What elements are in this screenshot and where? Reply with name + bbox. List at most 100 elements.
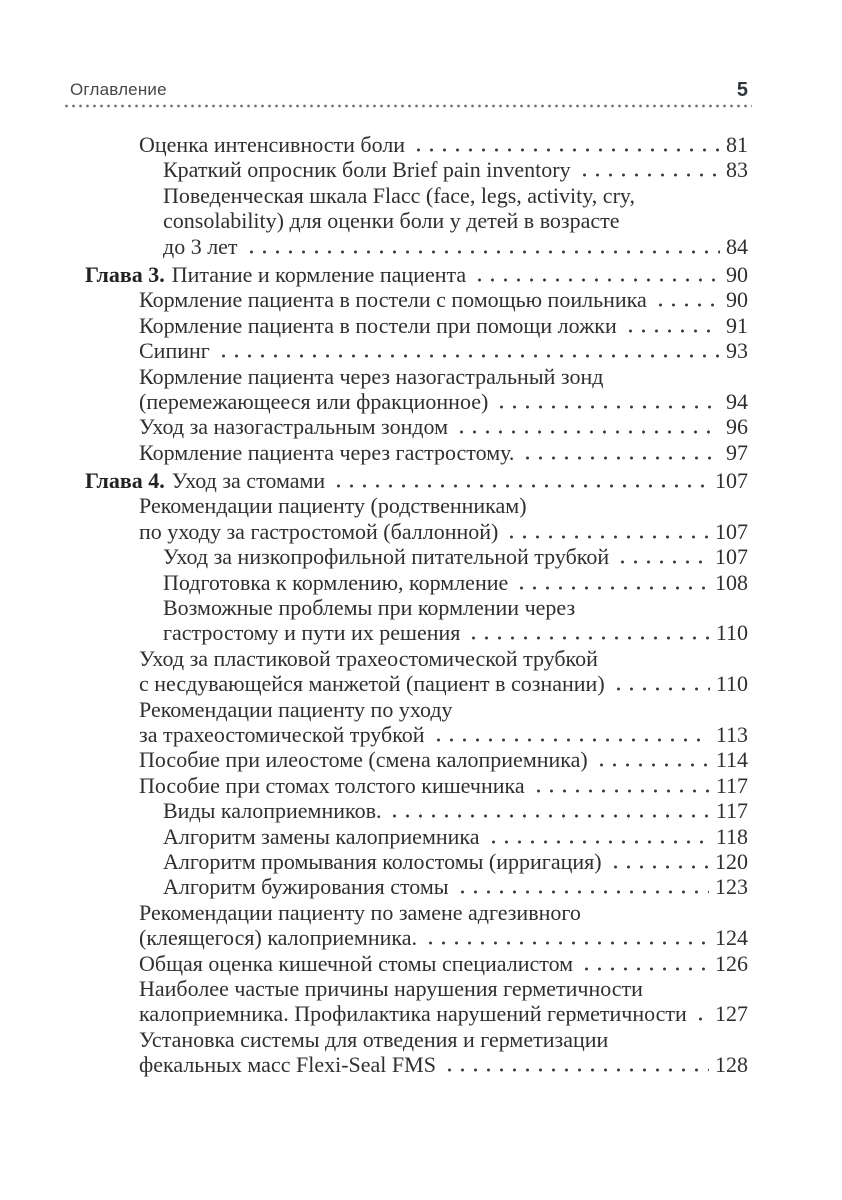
toc-entry-text: Уход за низкопрофильной питательной труб… bbox=[163, 544, 610, 570]
toc-entry-line: Кормление пациента через гастростому. 97 bbox=[85, 440, 748, 465]
toc-page-ref: 90 bbox=[726, 261, 748, 287]
toc-entry-text: фекальных масс Flexi-Seal FMS bbox=[139, 1052, 436, 1078]
toc-entry-text: Питание и кормление пациента bbox=[171, 261, 467, 287]
dot-leader bbox=[515, 584, 709, 590]
toc-entry-line: Рекомендации пациенту по уходу bbox=[85, 697, 748, 722]
dot-leader bbox=[412, 147, 720, 152]
page-header-number: 5 bbox=[736, 79, 748, 101]
toc-entry-text: Краткий опросник боли Brief pain invento… bbox=[163, 157, 571, 183]
toc-entry-line: с несдувающейся манжетой (пациент в созн… bbox=[85, 671, 748, 696]
toc-page-ref: 94 bbox=[726, 388, 748, 414]
toc-page-ref: 127 bbox=[715, 1001, 748, 1027]
toc-entry-line: Наиболее частые причины нарушения гермет… bbox=[85, 976, 748, 1001]
toc-entry-text: Подготовка к кормлению, кормление bbox=[163, 569, 509, 595]
page-header-title: Оглавление bbox=[70, 80, 167, 99]
toc-entry-text: (перемежающееся или фракционное) bbox=[139, 388, 489, 414]
toc-page-ref: 124 bbox=[715, 925, 748, 951]
toc-entry-line: Пособие при стомах толстого кишечника 117 bbox=[85, 773, 748, 798]
dot-leader bbox=[616, 559, 709, 565]
dot-leader bbox=[623, 327, 720, 333]
toc-entry-line: Установка системы для отведения и гермет… bbox=[85, 1027, 748, 1052]
toc-entry-text: калоприемника. Профилактика нарушений ге… bbox=[139, 1001, 687, 1027]
dot-leader bbox=[388, 813, 710, 819]
toc-entry-text: Оценка интенсивности боли bbox=[139, 132, 406, 157]
toc-entry-line: за трахеостомической трубкой 113 bbox=[85, 722, 748, 747]
dot-leader bbox=[486, 838, 710, 844]
toc-page-ref: 91 bbox=[726, 312, 748, 338]
dot-leader bbox=[473, 276, 720, 282]
toc-page-ref: 126 bbox=[715, 950, 748, 976]
toc-entry-text: Кормление пациента через назогастральный… bbox=[139, 363, 604, 389]
toc-entry-line: (клеящегося) калоприемника. 124 bbox=[85, 925, 748, 950]
toc-entry-text: consolability) для оценки боли у детей в… bbox=[163, 208, 620, 234]
toc-entry-line: Глава 3. Питание и кормление пациента 90 bbox=[85, 262, 748, 287]
toc-page-ref: 123 bbox=[715, 874, 748, 900]
toc-page-ref: 81 bbox=[726, 132, 748, 157]
toc-entry-line: consolability) для оценки боли у детей в… bbox=[85, 208, 748, 233]
toc-page-ref: 128 bbox=[715, 1052, 748, 1078]
toc-entry-text: Пособие при стомах толстого кишечника bbox=[139, 772, 525, 798]
page-header: Оглавление 5 bbox=[70, 80, 748, 100]
toc-entry-text: гастростому и пути их решения bbox=[163, 620, 461, 646]
toc-page-ref: 120 bbox=[715, 848, 748, 874]
toc-entry-line: по уходу за гастростомой (баллонной) 107 bbox=[85, 519, 748, 544]
toc-page-ref: 117 bbox=[715, 798, 748, 824]
dot-leader bbox=[608, 863, 709, 869]
toc-entry-text: Виды калоприемников. bbox=[163, 798, 382, 824]
dot-leader bbox=[611, 686, 710, 692]
toc-entry-text: Алгоритм бужирования стомы bbox=[163, 874, 449, 900]
dot-leader bbox=[495, 403, 720, 409]
toc-entry-line: Кормление пациента через назогастральный… bbox=[85, 364, 748, 389]
toc-entry-text: Рекомендации пациенту по уходу bbox=[139, 696, 453, 722]
dot-leader bbox=[653, 302, 720, 308]
dot-leader bbox=[521, 454, 720, 460]
toc-entry-text: Уход за назогастральным зондом bbox=[139, 414, 449, 440]
toc-entry-line: Уход за низкопрофильной питательной труб… bbox=[85, 544, 748, 569]
toc-entry-line: Возможные проблемы при кормлении через bbox=[85, 595, 748, 620]
toc-entry-text: Уход за стомами bbox=[171, 468, 326, 494]
dot-leader bbox=[431, 736, 710, 742]
toc-entry-line: Уход за пластиковой трахеостомической тр… bbox=[85, 646, 748, 671]
toc-page-ref: 97 bbox=[726, 439, 748, 465]
toc-entry-line: Кормление пациента в постели при помощи … bbox=[85, 313, 748, 338]
dot-leader bbox=[594, 762, 710, 768]
toc-page-ref: 110 bbox=[715, 620, 748, 646]
toc-entry-text: Кормление пациента в постели при помощи … bbox=[139, 312, 617, 338]
header-dotted-rule bbox=[63, 104, 752, 108]
toc-entry-line: фекальных масс Flexi-Seal FMS 128 bbox=[85, 1052, 748, 1077]
toc-entry-text: Рекомендации пациенту (родственникам) bbox=[139, 493, 527, 519]
toc-entry-line: Рекомендации пациенту (родственникам) bbox=[85, 493, 748, 518]
toc-page-ref: 107 bbox=[715, 518, 748, 544]
toc-page-ref: 114 bbox=[715, 747, 748, 773]
toc-entry-text: Алгоритм замены калоприемника bbox=[163, 823, 480, 849]
toc-page-ref: 93 bbox=[726, 338, 748, 364]
dot-leader bbox=[693, 1016, 709, 1022]
toc-entry-line: Алгоритм промывания колостомы (ирригация… bbox=[85, 849, 748, 874]
dot-leader bbox=[531, 787, 710, 793]
toc-entry-text: Общая оценка кишечной стомы специалистом bbox=[139, 950, 574, 976]
toc-page-ref: 84 bbox=[726, 233, 748, 259]
toc-entry-line: гастростому и пути их решения 110 bbox=[85, 620, 748, 645]
toc-list: Оценка интенсивности боли 81 Краткий опрос… bbox=[85, 132, 748, 1077]
toc-entry-line: Уход за назогастральным зондом 96 bbox=[85, 414, 748, 439]
dot-leader bbox=[442, 1067, 709, 1073]
toc-entry-text: Алгоритм промывания колостомы (ирригация… bbox=[163, 848, 602, 874]
dot-leader bbox=[467, 635, 710, 641]
toc-page-ref: 108 bbox=[715, 569, 748, 595]
toc-page-ref: 117 bbox=[715, 772, 748, 798]
toc-page-ref: 107 bbox=[715, 468, 748, 494]
toc-entry-line: Подготовка к кормлению, кормление 108 bbox=[85, 570, 748, 595]
toc-entry-line: Пособие при илеостоме (смена калоприемни… bbox=[85, 747, 748, 772]
toc-entry-text: Установка системы для отведения и гермет… bbox=[139, 1026, 609, 1052]
toc-entry-text: Наиболее частые причины нарушения гермет… bbox=[139, 975, 643, 1001]
toc-entry-text: Поведенческая шкала Flacc (face, legs, a… bbox=[163, 182, 635, 208]
toc-entry-text: (клеящегося) калоприемника. bbox=[139, 925, 418, 951]
dot-leader bbox=[332, 483, 709, 489]
dot-leader bbox=[580, 965, 709, 971]
dot-leader bbox=[455, 429, 720, 435]
toc-entry-text: Сипинг bbox=[139, 338, 210, 364]
toc-entry-text: с несдувающейся манжетой (пациент в созн… bbox=[139, 671, 605, 697]
dot-leader bbox=[505, 533, 709, 539]
toc-entry-line: калоприемника. Профилактика нарушений ге… bbox=[85, 1001, 748, 1026]
